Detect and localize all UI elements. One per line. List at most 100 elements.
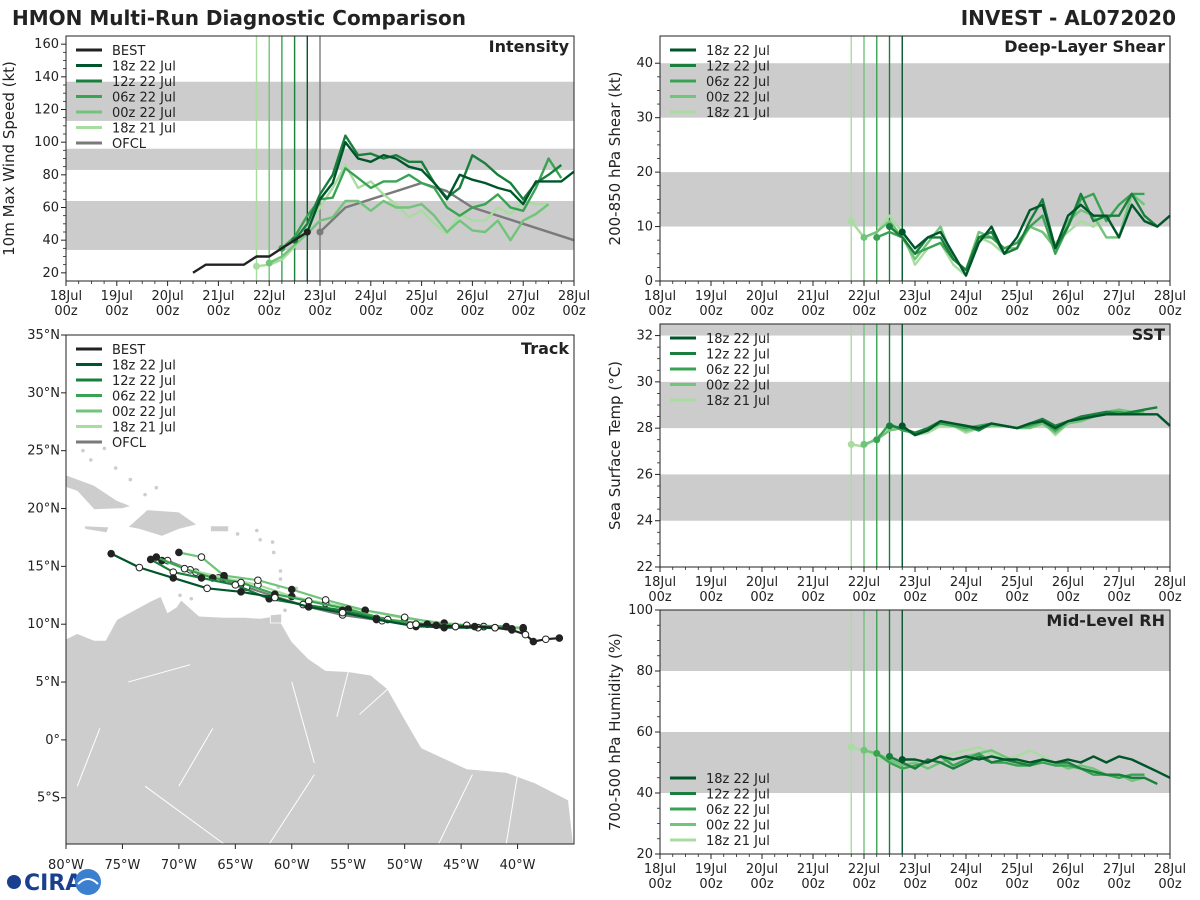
x-tick-label: 25Jul — [1001, 575, 1033, 590]
x-tick-sublabel: 00z — [954, 590, 978, 605]
island-11 — [277, 568, 284, 574]
x-tick-sublabel: 00z — [852, 590, 876, 605]
x-tick-label: 22Jul — [848, 862, 880, 877]
legend-label-12z-22-jul: 12z 22 Jul — [112, 75, 176, 90]
track-point-best — [521, 630, 530, 639]
x-tick-label: 20Jul — [746, 862, 778, 877]
series-line-00z-22-jul — [268, 199, 550, 265]
border-line-2 — [144, 785, 225, 844]
y-tick-label: 60 — [42, 201, 59, 216]
x-tick-label: 18Jul — [644, 575, 676, 590]
track-point-18z-22-jul — [237, 588, 245, 596]
y-tick-label: 0 — [645, 274, 653, 289]
series-line-18z-22-jul — [902, 755, 1171, 779]
x-tick-label: 28Jul — [558, 289, 590, 304]
x-tick-sublabel: 00z — [852, 304, 876, 319]
panel-title: Deep-Layer Shear — [1004, 37, 1165, 56]
init-marker-18z-22-jul — [898, 422, 906, 430]
init-marker-12z-22-jul — [886, 752, 893, 760]
x-tick-sublabel: 00z — [1056, 590, 1080, 605]
track-point-best — [432, 621, 441, 630]
threshold-band-0 — [660, 172, 1170, 227]
shear-panel: 18Jul00z19Jul00z20Jul00z21Jul00z22Jul00z… — [606, 35, 1186, 319]
lat-tick-label: 5°S — [37, 791, 60, 806]
island-6 — [153, 485, 159, 491]
lon-tick-label: 50°W — [387, 858, 423, 873]
y-tick-label: 24 — [636, 514, 653, 529]
x-tick-sublabel: 00z — [1107, 877, 1131, 892]
init-marker-06z-22-jul — [873, 436, 881, 444]
series-line-18z-22-jul — [306, 140, 575, 233]
series-line-12z-22-jul — [293, 134, 563, 241]
island-7 — [177, 592, 183, 598]
threshold-band-1 — [660, 610, 1170, 671]
x-tick-sublabel: 00z — [954, 877, 978, 892]
legend-label-18z-22-jul: 18z 22 Jul — [706, 44, 770, 59]
track-point-18z-22-jul — [169, 574, 178, 582]
y-tick-label: 30 — [636, 375, 653, 390]
track-panel: 80°W 75°W 70°W 65°W 60°W 55°W 50°W 45°W 40°W 5°S 0… — [27, 328, 575, 873]
x-tick-label: 26Jul — [456, 289, 488, 304]
x-tick-sublabel: 00z — [308, 304, 332, 319]
border-line-3 — [268, 774, 315, 844]
x-tick-label: 19Jul — [101, 289, 133, 304]
legend-label-00z-22-jul: 00z 22 Jul — [706, 819, 770, 834]
border-line-6 — [438, 774, 473, 844]
border-line-9 — [76, 728, 101, 787]
x-tick-sublabel: 00z — [1005, 304, 1029, 319]
y-tick-label: 28 — [636, 421, 653, 436]
init-marker-best — [303, 228, 311, 236]
plot-frame — [65, 35, 575, 282]
x-tick-sublabel: 00z — [1158, 877, 1182, 892]
legend-label-18z-22-jul: 18z 22 Jul — [112, 60, 176, 75]
x-tick-sublabel: 00z — [903, 304, 927, 319]
init-marker-06z-22-jul — [873, 749, 881, 757]
legend-label-12z-22-jul: 12z 22 Jul — [112, 374, 176, 389]
track-point-00z-22-jul — [321, 596, 330, 604]
border-line-1 — [291, 681, 315, 764]
x-tick-label: 21Jul — [202, 289, 234, 304]
init-marker-18z-21-jul — [847, 217, 855, 225]
x-tick-sublabel: 00z — [105, 304, 129, 319]
legend-label-06z-22-jul: 06z 22 Jul — [706, 75, 770, 90]
track-point-00z-22-jul — [175, 548, 183, 557]
legend-label-06z-22-jul: 06z 22 Jul — [112, 91, 176, 106]
track-point-00z-22-jul — [519, 623, 528, 632]
x-tick-sublabel: 00z — [562, 304, 586, 319]
track-point-best — [508, 626, 516, 634]
x-tick-label: 22Jul — [848, 575, 880, 590]
x-tick-sublabel: 00z — [648, 304, 672, 319]
series-line-best — [192, 230, 308, 274]
x-tick-label: 27Jul — [1103, 862, 1135, 877]
x-tick-sublabel: 00z — [699, 304, 723, 319]
x-tick-label: 23Jul — [899, 575, 931, 590]
x-tick-label: 26Jul — [1052, 575, 1084, 590]
legend-label-ofcl: OFCL — [112, 137, 147, 152]
island-3 — [113, 465, 119, 471]
x-tick-label: 19Jul — [695, 289, 727, 304]
series-line-12z-22-jul — [888, 755, 1158, 785]
y-tick-label: 20 — [42, 266, 59, 281]
x-tick-label: 20Jul — [746, 575, 778, 590]
track-point-12z-22-jul — [197, 574, 206, 582]
init-marker-00z-22-jul — [860, 440, 868, 448]
x-tick-label: 21Jul — [797, 575, 829, 590]
jamaica-land — [83, 525, 110, 534]
legend-label-06z-22-jul: 06z 22 Jul — [706, 363, 770, 378]
y-tick-label: 40 — [636, 786, 653, 801]
legend-label-12z-22-jul: 12z 22 Jul — [706, 348, 770, 363]
lon-tick-label: 75°W — [104, 858, 140, 873]
y-axis-label: Sea Surface Temp (°C) — [606, 361, 624, 530]
x-tick-label: 19Jul — [695, 575, 727, 590]
legend-label-ofcl: OFCL — [112, 436, 147, 451]
lat-tick-label: 25°N — [27, 444, 60, 459]
y-tick-label: 160 — [34, 37, 59, 52]
series-line-00z-22-jul — [863, 749, 1145, 782]
track-line-best — [415, 623, 560, 643]
legend-label-00z-22-jul: 00z 22 Jul — [112, 106, 176, 121]
island-17 — [254, 527, 260, 534]
legend-label-best: BEST — [112, 44, 145, 59]
y-tick-label: 22 — [636, 560, 653, 575]
track-point-00z-22-jul — [197, 553, 206, 561]
x-tick-sublabel: 00z — [359, 304, 383, 319]
